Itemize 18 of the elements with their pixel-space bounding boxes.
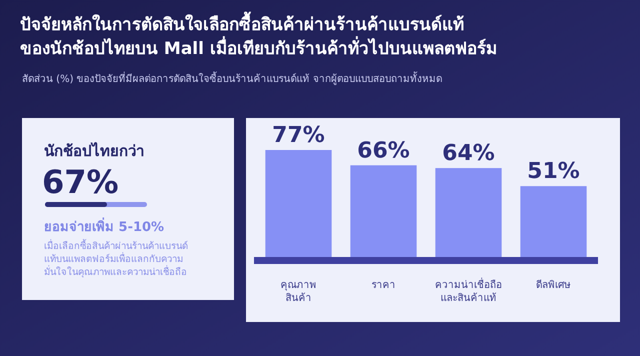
bar — [435, 168, 502, 257]
x-tick-label: ความน่าเชื่อถือ และสินค้าแท้ — [435, 277, 502, 304]
chart-title: ปัจจัยหลักในการตัดสินใจเลือกซื้อสินค้าผ่านร้านค้าแบรนด์แท้ ของนักช้อปไทยบน Mall เมื่อเทียบกับร้านค้าทั่วไปบนแพลตฟอร์ม — [20, 11, 497, 59]
text: เมื่อเลือกซื้อสินค้าผ่านร้านค้าแบรนด์ แท้บนแพลตฟอร์มเพื่อแลกกับความ มั่นใจในคุณภาพและความน่าเชื่อถือ — [44, 239, 188, 278]
chart-subtitle: สัดส่วน (%) ของปัจจัยที่มีผลต่อการตัดสินใจซื้อบนร้านค้าแบรนด์แท้ จากผู้ตอบแบบสอบถามทั้งหมด — [22, 71, 442, 85]
x-tick-label: ราคา — [372, 280, 396, 291]
bar — [350, 165, 417, 257]
bar — [520, 186, 587, 257]
text: นักช้อปไทยกว่า — [44, 141, 144, 160]
data-label: 66% — [357, 138, 410, 164]
text: 67% — [42, 163, 119, 201]
data-label: 51% — [527, 159, 580, 184]
x-tick-label: ดีลพิเศษ — [536, 279, 571, 291]
data-label: 64% — [442, 141, 495, 166]
bar — [265, 150, 332, 257]
text: ยอมจ่ายเพิ่ม 5-10% — [44, 217, 164, 235]
data-label: 77% — [272, 123, 325, 148]
x-tick-label: คุณภาพ สินค้า — [280, 280, 316, 304]
